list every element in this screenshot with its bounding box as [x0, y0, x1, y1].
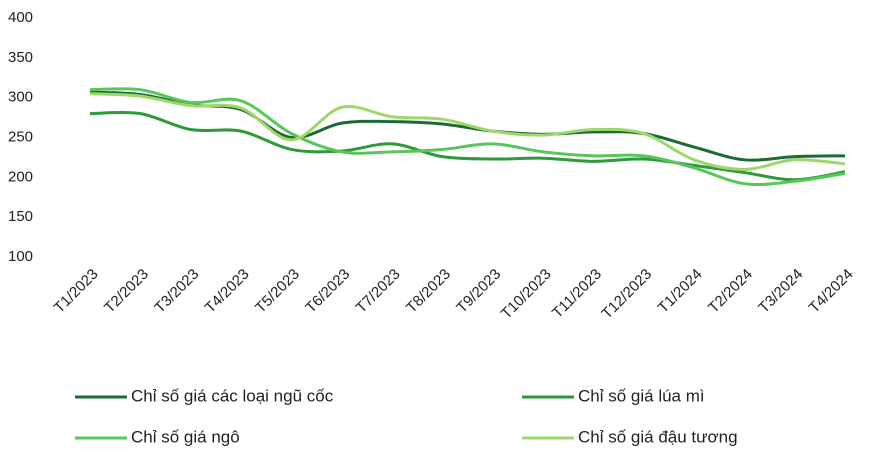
series-line — [89, 110, 846, 182]
y-tick-label: 100 — [8, 248, 33, 265]
x-tick-label: T12/2023 — [598, 266, 655, 323]
y-tick-label: 400 — [8, 9, 33, 26]
x-tick-label: T10/2023 — [498, 266, 555, 323]
series-line — [89, 92, 846, 171]
x-tick-label: T8/2023 — [403, 266, 454, 317]
legend-label: Chỉ số giá đậu tương — [578, 427, 738, 446]
x-tick-label: T2/2024 — [705, 266, 756, 317]
x-tick-label: T9/2023 — [453, 266, 504, 317]
x-tick-label: T1/2024 — [655, 266, 706, 317]
x-tick-label: T3/2023 — [151, 266, 202, 317]
x-tick-label: T7/2023 — [353, 266, 404, 317]
x-tick-label: T4/2024 — [806, 266, 857, 317]
legend-label: Chỉ số giá lúa mì — [578, 386, 705, 405]
x-tick-label: T2/2023 — [101, 266, 152, 317]
x-tick-label: T1/2023 — [51, 266, 102, 317]
x-tick-label: T5/2023 — [252, 266, 303, 317]
y-tick-label: 300 — [8, 89, 33, 106]
x-tick-label: T4/2023 — [202, 266, 253, 317]
x-tick-label: T11/2023 — [549, 266, 605, 322]
legend-label: Chỉ số giá các loại ngũ cốc — [131, 386, 334, 405]
x-tick-label: T3/2024 — [755, 266, 806, 317]
series-line — [89, 87, 846, 187]
y-tick-label: 250 — [8, 128, 33, 145]
y-tick-label: 150 — [8, 208, 33, 225]
legend-label: Chỉ số giá ngô — [131, 427, 240, 446]
x-tick-label: T6/2023 — [302, 266, 353, 317]
y-tick-label: 200 — [8, 168, 33, 185]
y-tick-label: 350 — [8, 49, 33, 66]
